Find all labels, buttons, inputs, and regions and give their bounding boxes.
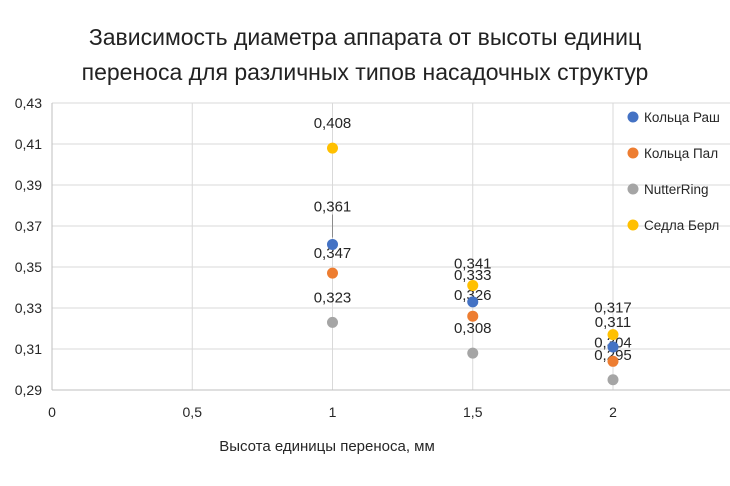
- x-tick-label: 1: [329, 404, 337, 420]
- legend-label: Кольца Пал: [644, 146, 718, 161]
- y-tick-label: 0,43: [15, 95, 42, 111]
- data-label: 0,341: [454, 255, 492, 272]
- x-tick-label: 0: [48, 404, 56, 420]
- chart-title-line-2: переноса для различных типов насадочных …: [82, 59, 649, 85]
- data-point: [327, 142, 338, 154]
- data-label: 0,333: [454, 267, 492, 284]
- data-label: 0,361: [314, 198, 352, 215]
- legend-marker: [627, 147, 639, 159]
- y-tick-label: 0,39: [15, 177, 42, 193]
- y-tick-label: 0,37: [15, 218, 42, 234]
- data-point: [467, 279, 479, 291]
- legend-label: Седла Берл: [644, 218, 719, 233]
- y-tick-label: 0,33: [15, 300, 42, 316]
- legend-marker: [627, 219, 639, 231]
- data-point: [467, 296, 479, 308]
- legend-label: NutterRing: [644, 182, 709, 197]
- y-tick-label: 0,29: [15, 382, 42, 398]
- data-label: 0,326: [454, 287, 492, 304]
- data-point: [327, 316, 338, 328]
- data-point: [467, 347, 479, 359]
- gridlines: [52, 102, 730, 390]
- data-point: [607, 329, 619, 341]
- chart-title-line-1: Зависимость диаметра аппарата от высоты …: [89, 24, 641, 50]
- x-tick-label: 1,5: [463, 404, 483, 420]
- x-tick-label: 0,5: [183, 404, 203, 420]
- legend-marker: [627, 183, 639, 195]
- data-label: 0,323: [314, 289, 352, 306]
- data-point: [607, 374, 619, 386]
- data-point: [607, 341, 619, 353]
- data-point: [327, 267, 338, 279]
- x-axis-title: Высота единицы переноса, мм: [219, 438, 435, 455]
- y-tick-label: 0,41: [15, 136, 42, 152]
- legend: Кольца Раш Кольца Пал NutterRing Седла Берл: [627, 110, 720, 233]
- legend-label: Кольца Раш: [644, 110, 720, 125]
- data-label: 0,317: [594, 300, 632, 317]
- data-point: [327, 238, 338, 250]
- axes: 0,29 0,31 0,33 0,35 0,37 0,39 0,41 0,43 0 0,5 1 1,5…: [15, 95, 730, 420]
- data-point: [467, 310, 479, 322]
- data-label: 0,295: [594, 347, 632, 364]
- x-tick-label: 2: [609, 404, 617, 420]
- data-label: 0,311: [595, 314, 631, 331]
- data-label: 0,408: [314, 115, 352, 132]
- data-points: [327, 142, 619, 386]
- data-labels: 0,3610,3330,3110,3470,3260,3040,3230,308…: [314, 115, 632, 364]
- legend-marker: [627, 111, 639, 123]
- data-label: 0,347: [314, 245, 352, 262]
- y-tick-label: 0,35: [15, 259, 42, 275]
- data-point: [607, 355, 619, 367]
- y-tick-label: 0,31: [15, 341, 42, 357]
- data-label: 0,308: [454, 320, 492, 337]
